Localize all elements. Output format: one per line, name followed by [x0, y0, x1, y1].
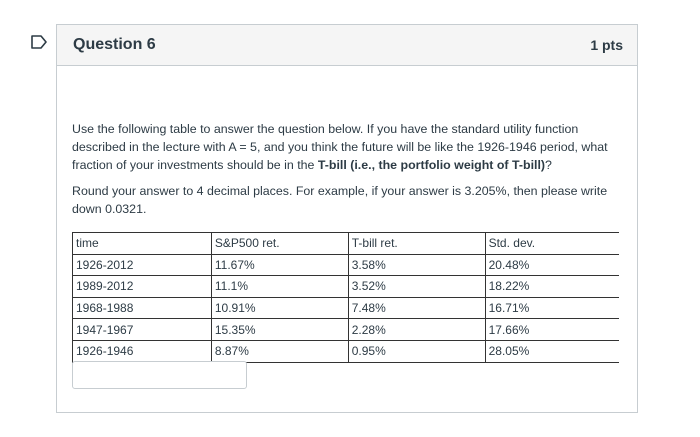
- table-cell: 17.66%: [484, 318, 619, 341]
- question-card: Question 6 1 pts Use the following table…: [56, 24, 638, 413]
- table-row: 1926-1946 8.87% 0.95% 28.05%: [72, 339, 619, 363]
- table-cell: 1947-1967: [72, 318, 212, 341]
- table-cell: 11.1%: [210, 275, 349, 298]
- table-cell: 7.48%: [347, 296, 486, 319]
- table-cell: 15.35%: [210, 318, 349, 341]
- prompt-text: Use the following table to answer the qu…: [72, 122, 608, 172]
- rounding-instructions: Round your answer to 4 decimal places. F…: [72, 184, 608, 216]
- table-cell: 28.05%: [484, 339, 619, 363]
- question-title: Question 6: [73, 36, 156, 53]
- question-prompt: Use the following table to answer the qu…: [72, 120, 622, 174]
- table-cell: 1968-1988: [72, 296, 212, 319]
- table-cell: 1926-2012: [72, 253, 212, 276]
- table-cell: 8.87%: [210, 339, 349, 363]
- table-header-cell: S&P500 ret.: [210, 232, 349, 255]
- table-header-cell: time: [72, 232, 212, 255]
- question-points: 1 pts: [590, 37, 623, 53]
- table-cell: 1989-2012: [72, 275, 212, 298]
- returns-table: time S&P500 ret. T-bill ret. Std. dev. 1926-…: [72, 232, 619, 363]
- question-header: Question 6 1 pts: [57, 25, 637, 66]
- table-cell: 20.48%: [484, 253, 619, 276]
- table-cell: 2.28%: [347, 318, 486, 341]
- table-row: 1947-1967 15.35% 2.28% 17.66%: [72, 318, 619, 341]
- table-cell: 18.22%: [484, 275, 619, 298]
- answer-input[interactable]: [72, 361, 247, 389]
- table-row: 1926-2012 11.67% 3.58% 20.48%: [72, 253, 619, 276]
- table-header-cell: Std. dev.: [484, 232, 619, 255]
- table-cell: 3.58%: [347, 253, 486, 276]
- question-body: Use the following table to answer the qu…: [57, 66, 637, 363]
- table-header-row: time S&P500 ret. T-bill ret. Std. dev.: [72, 232, 619, 255]
- table-header-cell: T-bill ret.: [347, 232, 486, 255]
- table-cell: 3.52%: [347, 275, 486, 298]
- table-cell: 11.67%: [210, 253, 349, 276]
- prompt-end: ?: [545, 158, 552, 172]
- table-cell: 10.91%: [210, 296, 349, 319]
- table-cell: 16.71%: [484, 296, 619, 319]
- table-row: 1989-2012 11.1% 3.52% 18.22%: [72, 275, 619, 298]
- flag-question-icon[interactable]: [31, 35, 47, 49]
- table-cell: 1926-1946: [72, 339, 212, 363]
- table-cell: 0.95%: [347, 339, 486, 363]
- table-row: 1968-1988 10.91% 7.48% 16.71%: [72, 296, 619, 319]
- prompt-bold: T-bill (i.e., the portfolio weight of T-…: [317, 158, 546, 172]
